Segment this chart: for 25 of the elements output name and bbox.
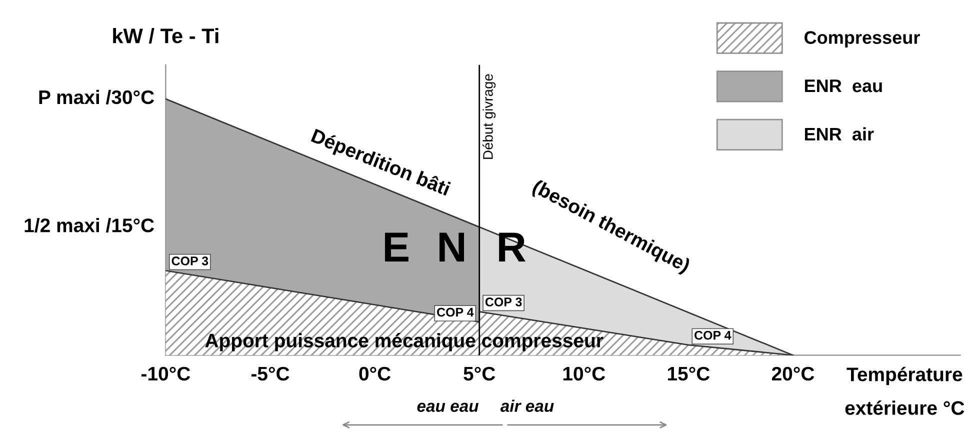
x-tick-label: 15°C — [668, 366, 710, 381]
x-tick-label: 0°C — [359, 366, 391, 381]
y-axis-title: kW / Te - Ti — [113, 28, 218, 44]
text: eau eau — [417, 402, 479, 412]
legend-label: ENR eau — [805, 80, 882, 92]
legend-label: Compresseur — [804, 31, 920, 48]
x-tick-label: 20°C — [772, 366, 814, 381]
annotation: COP 3 — [172, 256, 208, 266]
annotation: COP 4 — [437, 308, 474, 317]
annotation: Apport puissance mécanique compresseur — [205, 332, 604, 352]
text: air eau — [500, 400, 554, 412]
x-tick-label: -5°C — [251, 366, 290, 381]
text: 1/2 maxi /15°C — [24, 218, 154, 232]
annotation: R — [499, 232, 526, 262]
ref-line-label: Début givrage — [482, 74, 496, 159]
annotation: COP 3 — [485, 298, 522, 306]
annotation: COP 4 — [694, 330, 732, 340]
text: P maxi /30°C — [39, 90, 154, 104]
legend-label: ENR air — [805, 127, 874, 141]
x-axis-title: Température extérieure °C — [845, 366, 964, 415]
annotation: N — [439, 232, 464, 262]
annotation: E — [385, 232, 408, 262]
x-tick-label: -10°C — [142, 366, 190, 381]
x-tick-label: 5°C — [464, 366, 496, 381]
x-tick-label: 10°C — [563, 366, 606, 381]
